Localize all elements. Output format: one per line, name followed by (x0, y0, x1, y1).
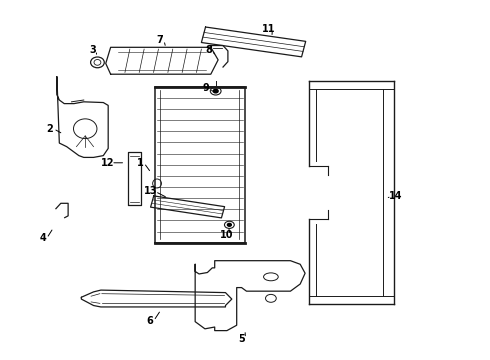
Text: 4: 4 (39, 233, 46, 243)
Text: 3: 3 (89, 45, 96, 55)
Text: 9: 9 (202, 83, 209, 93)
Text: 8: 8 (205, 45, 212, 55)
Text: 7: 7 (157, 35, 163, 45)
Text: 13: 13 (145, 186, 158, 197)
Ellipse shape (227, 224, 231, 226)
Ellipse shape (213, 89, 218, 93)
Text: 12: 12 (100, 158, 114, 168)
Text: 14: 14 (389, 191, 402, 201)
Text: 6: 6 (147, 316, 153, 326)
Text: 11: 11 (262, 24, 275, 35)
Text: 10: 10 (220, 230, 233, 240)
Text: 1: 1 (137, 158, 143, 168)
Text: 5: 5 (238, 333, 245, 343)
Text: 2: 2 (46, 124, 53, 134)
